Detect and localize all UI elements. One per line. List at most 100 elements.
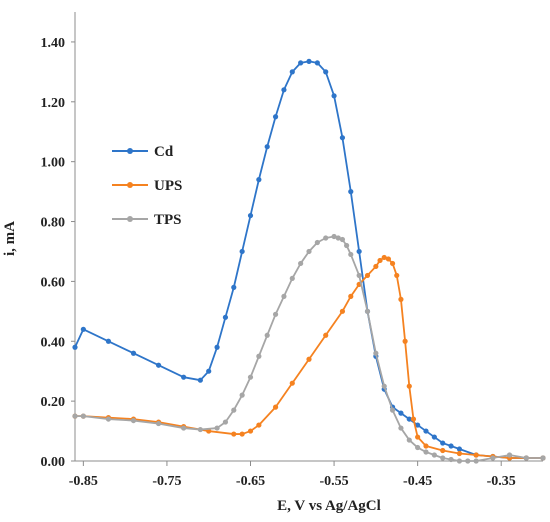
data-point <box>222 419 229 425</box>
data-point <box>289 380 295 386</box>
data-point <box>415 422 421 428</box>
series-line <box>75 256 543 459</box>
data-point <box>264 332 270 338</box>
data-point <box>410 416 417 422</box>
data-point <box>247 212 254 219</box>
data-point <box>440 447 446 454</box>
data-point <box>264 144 270 150</box>
legend-item-ups: UPS <box>112 178 182 194</box>
data-point <box>356 272 362 279</box>
data-point <box>423 428 429 434</box>
legend-label: Cd <box>154 144 174 160</box>
y-tick-label: 0.40 <box>41 335 66 350</box>
data-point <box>72 344 78 350</box>
data-point <box>281 293 287 299</box>
legend-label: UPS <box>154 178 182 194</box>
legend-label: TPS <box>154 212 182 228</box>
legend-item-tps: TPS <box>112 212 182 228</box>
data-point <box>456 458 463 464</box>
data-point <box>406 437 412 443</box>
data-point <box>473 458 479 464</box>
data-point <box>105 338 112 344</box>
data-point <box>473 452 479 458</box>
data-point <box>440 440 446 446</box>
x-tick-label: -0.65 <box>236 474 265 489</box>
x-tick-label: -0.75 <box>152 474 181 489</box>
data-point <box>314 239 320 246</box>
data-point <box>339 135 346 141</box>
data-point <box>348 189 354 195</box>
data-point <box>281 87 287 93</box>
data-point <box>402 338 408 344</box>
data-point <box>406 416 412 422</box>
data-point <box>415 444 421 451</box>
data-point <box>247 428 254 434</box>
data-point <box>331 93 337 99</box>
legend-swatch-marker <box>127 182 133 188</box>
data-point <box>373 263 379 270</box>
y-tick-label: 1.40 <box>41 36 66 51</box>
data-point <box>456 450 463 457</box>
x-tick-label: -0.55 <box>319 474 348 489</box>
data-point <box>394 272 400 279</box>
data-point <box>214 425 220 431</box>
data-point <box>306 248 312 255</box>
data-point <box>381 254 387 261</box>
data-point <box>231 407 237 413</box>
data-point <box>181 425 187 431</box>
data-point <box>239 392 245 398</box>
data-point <box>323 69 329 75</box>
data-point <box>448 443 454 449</box>
y-tick-label: 0.60 <box>41 275 66 290</box>
data-point <box>344 242 350 249</box>
data-point <box>465 458 471 464</box>
data-point <box>431 452 437 458</box>
data-point <box>323 235 329 241</box>
data-point <box>431 434 437 440</box>
data-point <box>314 60 320 66</box>
data-point <box>256 422 262 428</box>
data-point <box>272 114 279 120</box>
data-point <box>206 368 212 374</box>
data-point <box>339 236 346 243</box>
data-point <box>348 251 354 258</box>
data-point <box>398 296 404 302</box>
data-point <box>72 413 78 419</box>
y-tick-label: 0.20 <box>41 395 66 410</box>
legend-swatch-marker <box>127 216 133 222</box>
x-axis-title: E, V vs Ag/AgCl <box>277 498 381 514</box>
data-point <box>130 417 137 424</box>
y-axis-title: i, mA <box>2 221 18 256</box>
y-tick-label: 1.00 <box>41 156 66 171</box>
data-point <box>256 177 262 183</box>
data-point <box>385 256 391 262</box>
data-point <box>289 69 295 75</box>
data-point <box>377 257 383 264</box>
data-point <box>239 431 245 437</box>
data-point <box>540 455 546 461</box>
series-layer <box>72 58 546 464</box>
data-point <box>306 58 312 64</box>
series-tps <box>72 233 546 464</box>
y-tick-label: 0.00 <box>41 455 66 470</box>
data-point <box>448 456 454 463</box>
y-tick-label: 1.20 <box>41 96 66 111</box>
legend-item-cd: Cd <box>112 144 174 160</box>
data-point <box>155 420 162 427</box>
data-point <box>423 449 429 455</box>
data-point <box>247 374 254 380</box>
data-point <box>80 326 86 332</box>
data-point <box>456 446 463 452</box>
data-point <box>256 353 262 359</box>
data-point <box>181 374 187 380</box>
legend-swatch-marker <box>127 148 133 154</box>
data-point <box>381 383 387 389</box>
data-point <box>523 455 529 461</box>
x-tick-label: -0.45 <box>403 474 432 489</box>
data-point <box>272 311 279 317</box>
data-point <box>231 284 237 290</box>
data-point <box>197 377 203 383</box>
data-point <box>490 455 496 461</box>
data-point <box>440 455 446 461</box>
